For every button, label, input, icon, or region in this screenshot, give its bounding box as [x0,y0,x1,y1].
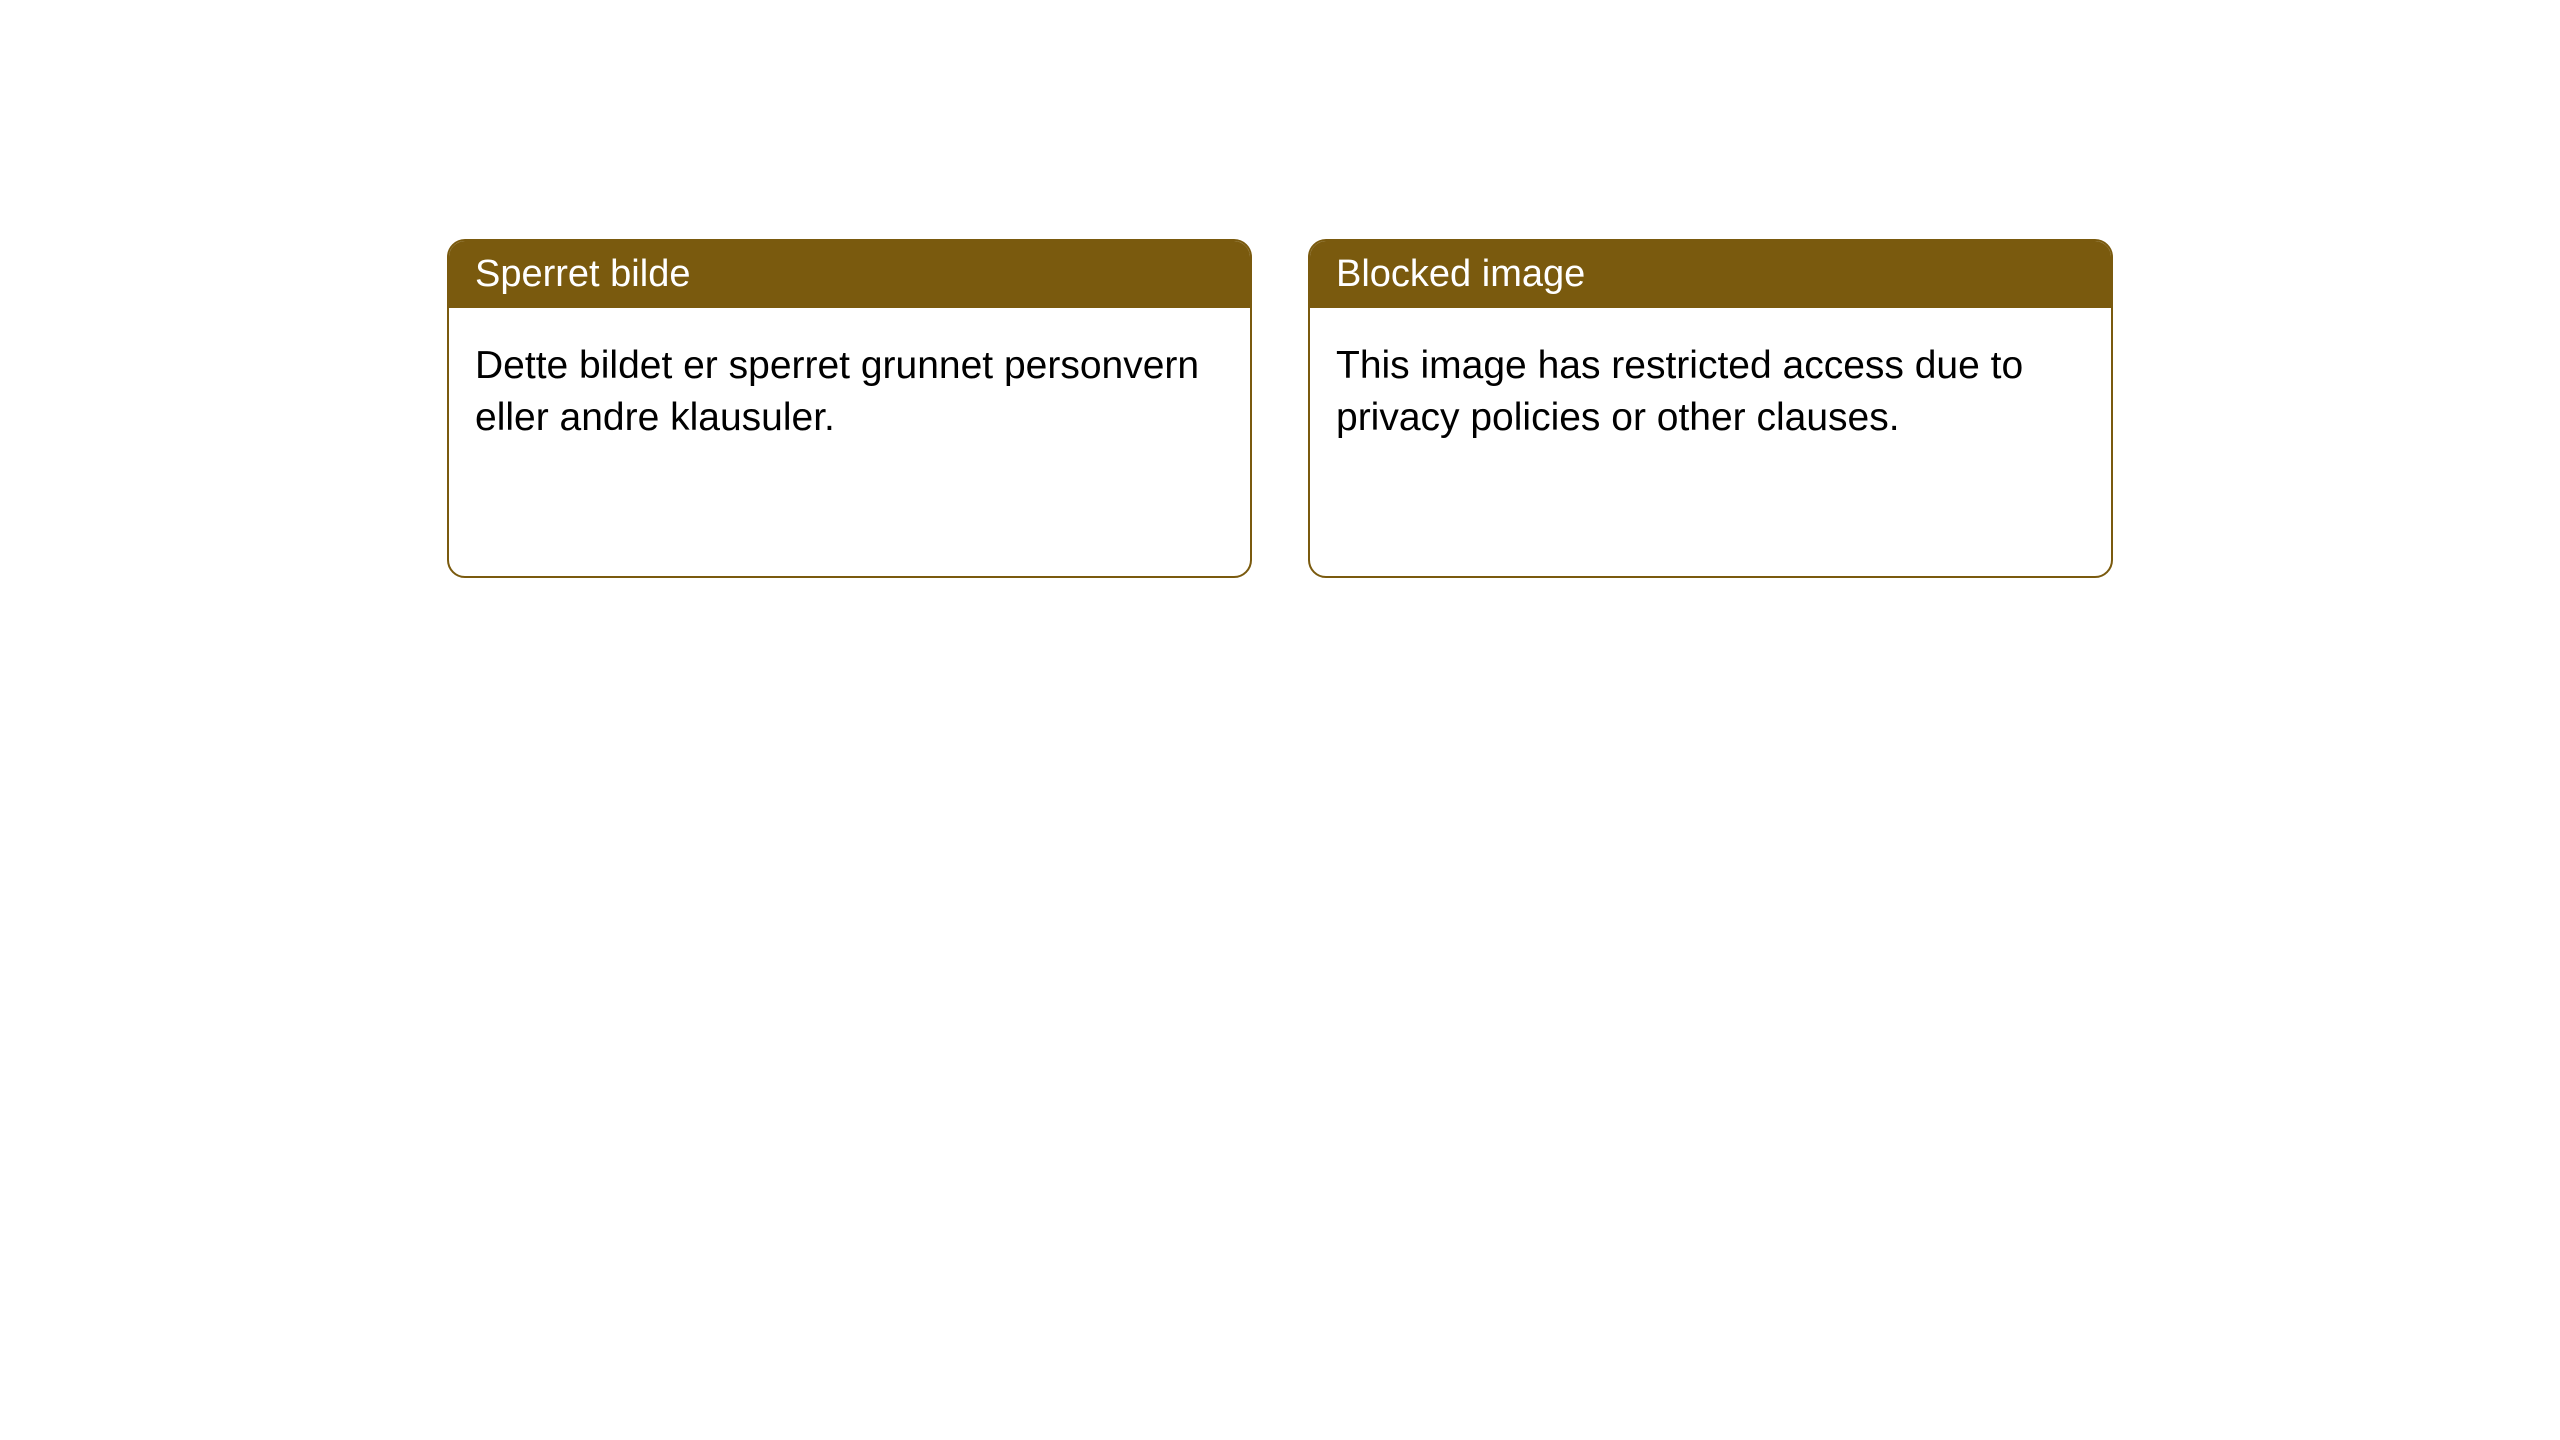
notice-body: This image has restricted access due to … [1310,308,2111,477]
notice-card-norwegian: Sperret bilde Dette bildet er sperret gr… [447,239,1252,578]
notice-container: Sperret bilde Dette bildet er sperret gr… [0,0,2560,578]
notice-header: Sperret bilde [449,241,1250,308]
notice-header: Blocked image [1310,241,2111,308]
notice-body: Dette bildet er sperret grunnet personve… [449,308,1250,477]
notice-card-english: Blocked image This image has restricted … [1308,239,2113,578]
